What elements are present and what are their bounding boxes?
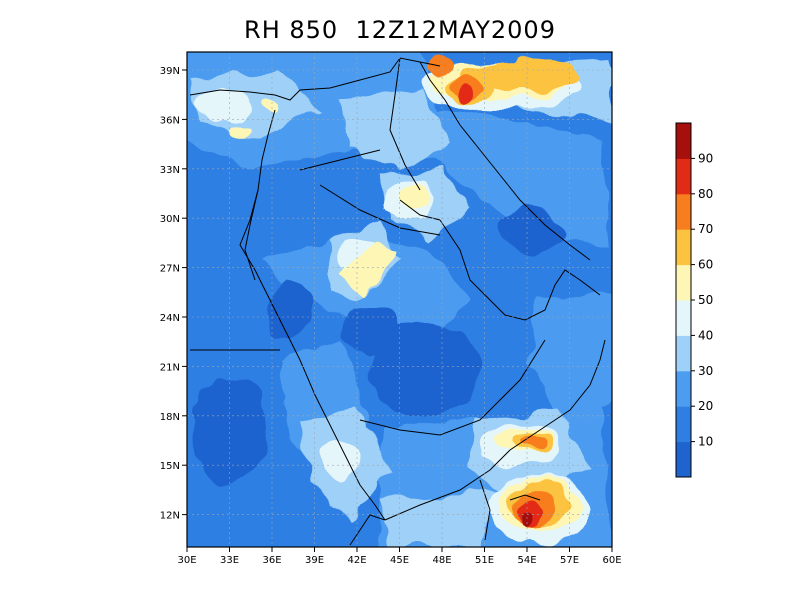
rh-contour-fill	[187, 52, 612, 547]
longitude-axis: 30E 33E 36E 39E 42E 45E 48E 51E 54E 57E 60E	[177, 547, 622, 566]
colorbar-label: 10	[698, 435, 713, 449]
colorbar-segment	[676, 264, 691, 301]
lat-tick-label: 21N	[160, 362, 180, 373]
lon-tick-label: 33E	[220, 555, 239, 566]
lon-tick-label: 45E	[390, 555, 409, 566]
colorbar-segment	[676, 300, 691, 336]
colorbar-segment	[676, 335, 691, 372]
coastlines	[189, 57, 606, 546]
lat-tick-label: 33N	[160, 165, 180, 176]
colorbar-label: 70	[698, 222, 713, 236]
lon-tick-label: 54E	[517, 555, 536, 566]
colorbar-segment	[676, 441, 691, 478]
lon-tick-label: 48E	[432, 555, 451, 566]
lon-tick-label: 60E	[602, 555, 621, 566]
colorbar-segment	[676, 406, 691, 443]
colorbar-label: 90	[698, 151, 713, 165]
latitude-axis: 39N 36N 33N 30N 27N 24N 21N 18N 15N 12N	[160, 66, 187, 522]
graticule	[187, 52, 612, 547]
colorbar-segment	[676, 370, 691, 407]
colorbar-segment	[676, 229, 691, 266]
colorbar-label: 60	[698, 258, 713, 272]
lon-tick-label: 39E	[305, 555, 324, 566]
map-title: RH 850 12Z12MAY2009	[244, 16, 556, 44]
lon-tick-label: 42E	[347, 555, 366, 566]
colorbar-label: 30	[698, 364, 713, 378]
colorbar-label: 20	[698, 399, 713, 413]
lat-tick-label: 39N	[160, 66, 180, 77]
lat-tick-label: 18N	[160, 412, 180, 423]
lat-tick-label: 15N	[160, 461, 180, 472]
colorbar-label: 50	[698, 293, 713, 307]
colorbar-segment	[676, 193, 691, 230]
colorbar-label: 40	[698, 328, 713, 342]
lon-tick-label: 30E	[177, 555, 196, 566]
colorbar-segment	[676, 158, 691, 195]
lat-tick-label: 24N	[160, 313, 180, 324]
lon-tick-label: 36E	[262, 555, 281, 566]
colorbar-label: 80	[698, 187, 713, 201]
lat-tick-label: 27N	[160, 264, 180, 275]
colorbar: 10 20 30 40 50 60 70 80 90	[675, 122, 713, 478]
lon-tick-label: 51E	[475, 555, 494, 566]
lat-tick-label: 12N	[160, 511, 180, 522]
lat-tick-label: 36N	[160, 115, 180, 126]
lon-tick-label: 57E	[560, 555, 579, 566]
lat-tick-label: 30N	[160, 214, 180, 225]
colorbar-segment	[676, 123, 691, 159]
